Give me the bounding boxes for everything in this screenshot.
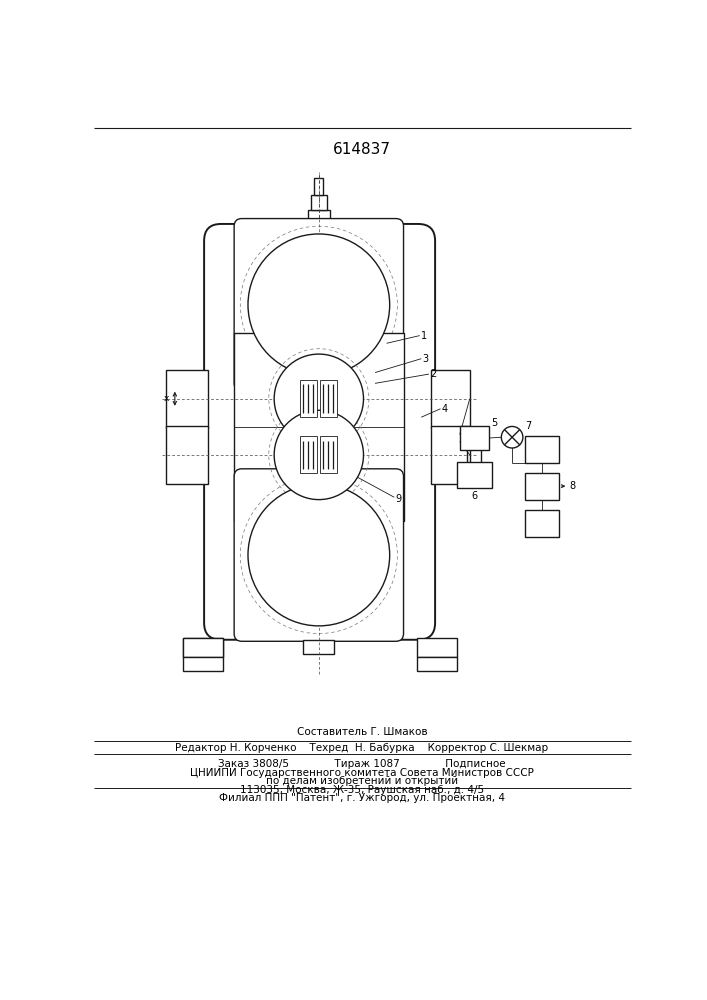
Text: 6: 6 [472, 491, 477, 501]
Text: 113035, Москва, Ж-35, Раушская наб., д. 4/5: 113035, Москва, Ж-35, Раушская наб., д. … [240, 785, 484, 795]
Bar [525, 473, 559, 500]
Bar [525, 510, 559, 537]
Text: 9: 9 [396, 494, 402, 504]
Bar [431, 426, 469, 484]
Text: Филиал ППП "Патент", г. Ужгород, ул. Проектная, 4: Филиал ППП "Патент", г. Ужгород, ул. Про… [219, 793, 505, 803]
Bar [431, 370, 469, 428]
Bar [300, 436, 317, 473]
Text: 8: 8 [570, 481, 576, 491]
Bar [165, 370, 208, 428]
Text: F: F [289, 450, 294, 459]
Bar [308, 210, 329, 224]
Bar [300, 380, 317, 417]
Text: Составитель Г. Шмаков: Составитель Г. Шмаков [297, 727, 427, 737]
Bar [182, 638, 223, 657]
Text: 4: 4 [442, 404, 448, 414]
Bar [311, 195, 327, 210]
Text: Редактор Н. Корченко    Техред  Н. Бабурка    Корректор С. Шекмар: Редактор Н. Корченко Техред Н. Бабурка К… [175, 743, 549, 753]
Bar [320, 380, 337, 417]
FancyBboxPatch shape [234, 219, 404, 391]
Text: 2: 2 [431, 369, 437, 379]
Text: F: F [289, 394, 294, 403]
Bar [165, 426, 208, 484]
Text: 1: 1 [421, 331, 427, 341]
Text: F: F [344, 394, 349, 403]
Bar [460, 426, 489, 450]
Bar [457, 462, 492, 488]
Text: x: x [164, 394, 170, 403]
Circle shape [248, 484, 390, 626]
Circle shape [248, 234, 390, 376]
Bar [234, 333, 404, 521]
Circle shape [274, 410, 363, 500]
Text: Заказ 3808/5              Тираж 1087              Подписное: Заказ 3808/5 Тираж 1087 Подписное [218, 759, 506, 769]
Bar [525, 436, 559, 463]
Circle shape [501, 426, 523, 448]
Text: 7: 7 [525, 421, 532, 431]
Bar [182, 657, 223, 671]
Text: F: F [344, 450, 349, 459]
Text: 5: 5 [491, 418, 498, 428]
FancyBboxPatch shape [204, 224, 435, 640]
Text: 614837: 614837 [333, 142, 391, 157]
Text: 3: 3 [423, 354, 429, 364]
Text: ЦНИИПИ Государственного комитета Совета Министров СССР: ЦНИИПИ Государственного комитета Совета … [190, 768, 534, 778]
Bar [416, 638, 457, 657]
Bar [320, 436, 337, 473]
Bar [303, 640, 334, 654]
Bar [416, 657, 457, 671]
Bar [314, 178, 324, 195]
Bar [182, 638, 223, 657]
Circle shape [274, 354, 363, 443]
FancyBboxPatch shape [234, 469, 404, 641]
Text: по делам изобретений и открытий: по делам изобретений и открытий [266, 776, 458, 786]
